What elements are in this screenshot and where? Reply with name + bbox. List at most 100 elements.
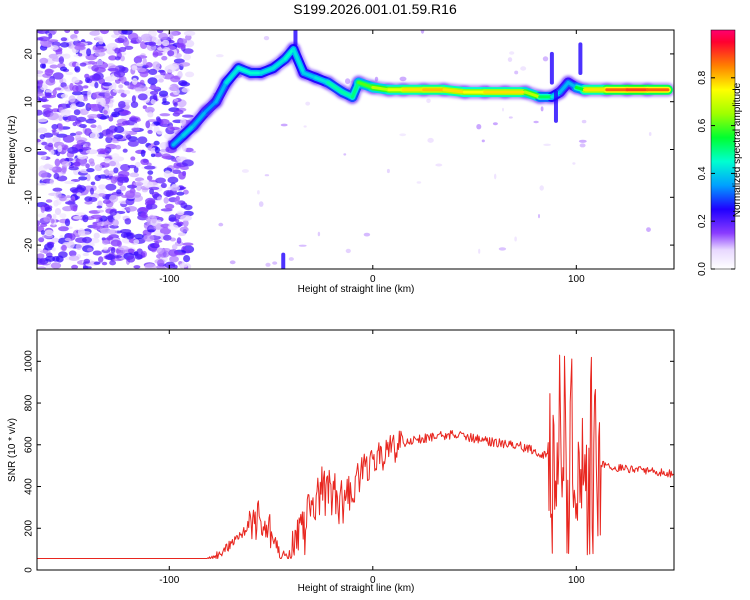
y-tick-label: 400 <box>24 478 35 495</box>
noise-blob <box>53 200 59 207</box>
noise-blob <box>148 41 157 47</box>
noise-blob <box>164 203 175 210</box>
noise-blob <box>90 124 97 128</box>
noise-blob <box>133 265 141 269</box>
noise-blob <box>45 255 56 262</box>
noise-blob <box>154 232 165 237</box>
noise-blob <box>105 254 116 261</box>
noise-blob <box>176 191 185 196</box>
noise-blob <box>298 244 307 247</box>
noise-blob <box>183 189 189 195</box>
ridge-segment <box>259 66 275 75</box>
noise-blob <box>83 265 92 269</box>
noise-blob <box>137 136 148 144</box>
noise-blob <box>37 182 48 186</box>
noise-blob <box>62 135 75 143</box>
ridge-segment <box>302 71 318 80</box>
ridge-segment <box>566 81 578 89</box>
noise-blob <box>76 95 85 102</box>
noise-blob <box>105 183 117 191</box>
noise-blob <box>167 63 179 70</box>
noise-blob <box>144 263 157 269</box>
noise-blob <box>218 222 224 227</box>
colorbar-tick-label: 0.6 <box>697 118 708 132</box>
noise-blob <box>41 141 48 146</box>
noise-blob <box>108 170 116 175</box>
noise-blob <box>158 90 169 97</box>
colorbar-tick-label: 0.2 <box>697 214 708 228</box>
noise-blob <box>116 240 122 247</box>
noise-blob <box>118 101 126 109</box>
noise-blob <box>66 195 71 199</box>
noise-blob <box>539 185 544 191</box>
noise-blob <box>117 176 129 183</box>
noise-blob <box>51 90 58 94</box>
noise-blob <box>51 237 59 243</box>
noise-blob <box>51 129 57 133</box>
noise-blob <box>110 247 116 254</box>
ridge-segment <box>182 124 196 137</box>
x-tick-label: -100 <box>159 575 179 586</box>
noise-blob <box>345 78 351 85</box>
noise-blob <box>158 32 169 40</box>
noise-blob <box>148 186 160 191</box>
noise-blob <box>176 237 182 244</box>
noise-blob <box>85 163 90 169</box>
noise-blob <box>82 252 90 257</box>
noise-blob <box>88 158 95 164</box>
noise-blob <box>543 143 551 146</box>
noise-blob <box>167 224 179 231</box>
noise-blob <box>56 53 68 57</box>
noise-blob <box>46 137 55 145</box>
noise-blob <box>127 248 135 254</box>
noise-blob <box>151 215 157 224</box>
y-tick-label: 0 <box>24 567 35 573</box>
noise-blob <box>111 153 120 161</box>
noise-blob <box>48 33 53 39</box>
noise-blob <box>167 50 175 57</box>
noise-blob <box>184 147 194 153</box>
noise-blob <box>50 218 55 224</box>
ridge-segment <box>271 57 287 70</box>
noise-blob <box>59 213 67 219</box>
x-tick-label: 100 <box>568 274 585 285</box>
noise-blob <box>94 49 102 54</box>
noise-blob <box>87 247 93 252</box>
noise-blob <box>114 126 125 133</box>
noise-blob <box>104 168 109 177</box>
noise-blob <box>65 201 76 205</box>
noise-blob <box>39 134 45 140</box>
noise-blob <box>108 55 117 61</box>
noise-blob <box>76 139 86 146</box>
noise-blob <box>72 78 80 83</box>
noise-blob <box>85 141 91 148</box>
noise-blob <box>51 247 56 252</box>
noise-blob <box>153 121 161 126</box>
noise-blob <box>257 190 260 195</box>
noise-blob <box>75 133 81 142</box>
noise-blob <box>60 109 71 117</box>
snr-frame <box>36 329 675 571</box>
noise-blob <box>148 68 158 75</box>
noise-blob <box>185 71 195 78</box>
noise-blob <box>648 132 652 136</box>
noise-blob <box>70 206 77 211</box>
noise-blob <box>154 74 166 79</box>
noise-blob <box>182 143 187 152</box>
noise-blob <box>109 260 116 266</box>
noise-blob <box>130 101 139 108</box>
noise-blob <box>90 214 103 219</box>
noise-blob <box>180 214 192 222</box>
noise-blob <box>77 228 86 237</box>
noise-blob <box>89 132 100 140</box>
noise-blob <box>37 138 41 143</box>
noise-blob <box>386 168 390 174</box>
noise-blob <box>75 131 83 136</box>
ridge-segment <box>214 81 228 104</box>
ridge-halo <box>166 42 674 152</box>
colorbar-tick-label: 0.8 <box>697 70 708 84</box>
noise-blob <box>144 106 155 114</box>
noise-blob <box>113 255 122 259</box>
noise-blob <box>427 137 434 143</box>
noise-blob <box>64 237 71 242</box>
